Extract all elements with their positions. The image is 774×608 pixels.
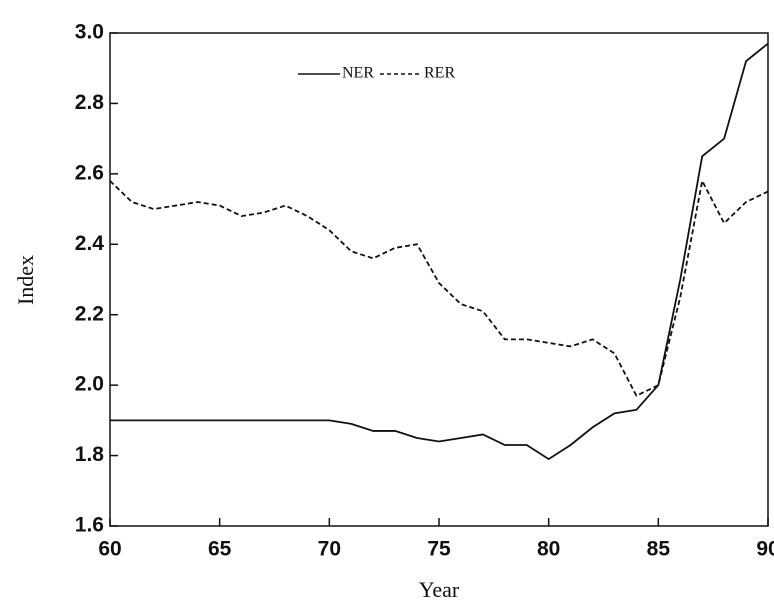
- x-tick-label: 70: [318, 538, 341, 561]
- y-axis-label: Index: [13, 255, 38, 305]
- y-tick-label: 1.8: [75, 443, 105, 466]
- x-tick-label: 80: [537, 538, 560, 561]
- y-tick-label: 3.0: [75, 21, 104, 44]
- y-tick-label: 2.0: [75, 373, 104, 396]
- x-tick-label: 60: [98, 538, 121, 561]
- y-tick-label: 1.6: [75, 514, 104, 537]
- y-tick-label: 2.4: [75, 232, 105, 255]
- series-line: [110, 42, 769, 461]
- x-tick-label: 75: [427, 538, 451, 561]
- plot-frame: [109, 32, 769, 527]
- x-axis-label: Year: [419, 577, 460, 602]
- y-tick-label: 2.2: [75, 302, 104, 325]
- y-tick-label: 2.8: [75, 91, 105, 114]
- x-tick-label: 85: [647, 538, 671, 561]
- series-line: [109, 178, 769, 397]
- x-tick-label: 90: [756, 538, 774, 561]
- legend-label: RER: [424, 65, 455, 82]
- y-tick-label: 2.6: [75, 161, 104, 184]
- legend-label: NER: [342, 65, 374, 82]
- x-tick-label: 65: [208, 538, 232, 561]
